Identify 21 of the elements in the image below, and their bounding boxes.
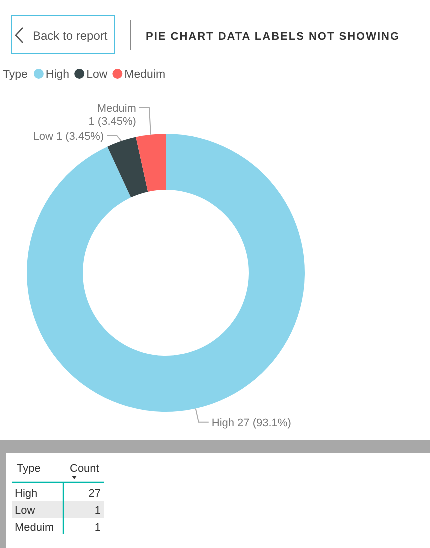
text: Type: [17, 463, 41, 475]
text: Count: [70, 463, 100, 475]
donut-slice: [108, 137, 148, 198]
text: Back to report: [33, 29, 108, 43]
chart-title: PIE CHART DATA LABELS NOT SHOWING: [146, 31, 400, 43]
data-label: 1: [94, 505, 101, 517]
donut-slice: [136, 134, 166, 192]
category-label: Low 1 (3.45%): [33, 130, 104, 143]
data-label: 1: [94, 522, 101, 534]
slice-label: Meduim: [97, 102, 136, 115]
category-label: High: [15, 488, 38, 500]
legend-label: High: [46, 69, 70, 81]
data-label: 1 (3.45%): [88, 116, 136, 128]
category-label: Low: [15, 505, 36, 517]
category-label: High 27 (93.1%): [212, 417, 292, 430]
legend-label: Meduim: [124, 69, 166, 81]
data-label: 27: [88, 488, 101, 500]
category-label: Meduim: [15, 522, 54, 534]
legend-label: Low: [86, 69, 108, 81]
donut-slice: [27, 134, 305, 412]
legend-title: Type: [3, 69, 28, 81]
